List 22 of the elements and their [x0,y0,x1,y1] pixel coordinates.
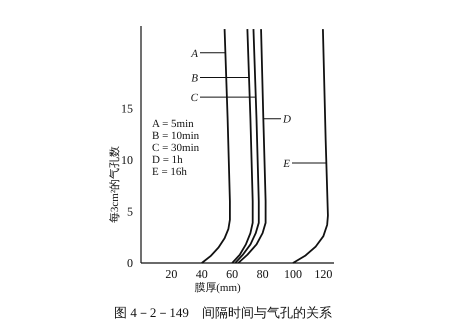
y-tick-label: 0 [127,256,133,270]
series-label: D [282,114,291,126]
y-axis-title: 每3cm²的气孔数 [109,146,121,224]
legend-label: A [190,48,198,60]
annotation: D = 1h [152,154,184,166]
y-tick-label: 15 [121,101,133,116]
text: 图 4－2－149 间隔时间与气孔的关系 [114,305,332,320]
x-tick-label: 60 [226,267,238,281]
x-tick-label: 40 [196,267,208,281]
x-tick-label: 80 [256,267,269,281]
x-tick-label: 120 [314,267,332,281]
annotation: E = 16h [152,166,188,178]
y-tick-label: 5 [127,204,133,218]
annotation: B = 10min [152,130,200,142]
annotation: A = 5min [152,118,194,130]
legend-label: E [282,158,290,170]
legend-label: B [191,72,198,85]
x-tick-label: 100 [284,267,302,281]
y-tick-label: 10 [121,152,133,167]
annotation: C = 30min [152,142,200,154]
x-tick-label: 20 [165,267,178,281]
x-axis-title: 膜厚(mm) [194,282,242,294]
